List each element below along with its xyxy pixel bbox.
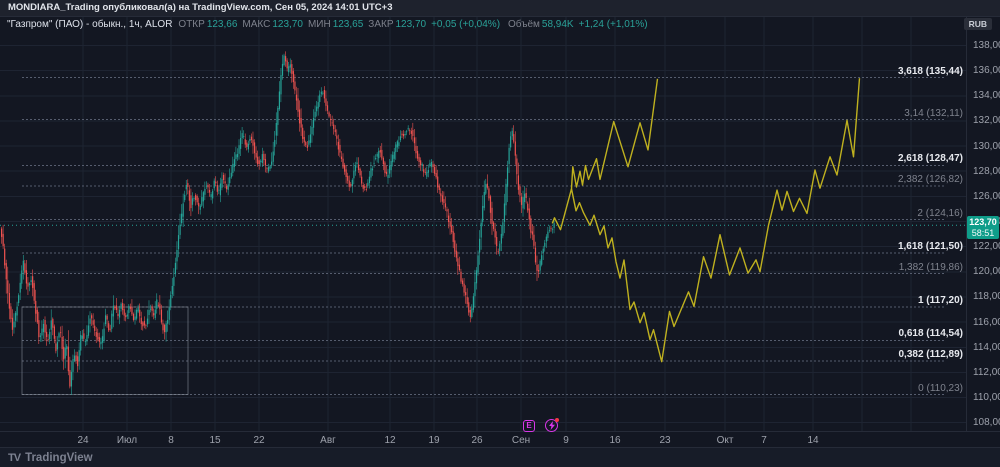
currency-toggle-button[interactable]: RUB	[963, 18, 992, 30]
price-tick-label: 134,00	[973, 90, 1000, 102]
time-tick-label: Окт	[716, 435, 734, 446]
open-value: 123,66	[206, 19, 238, 30]
publication-bar: MONDIARA_Trading опубликовал(а) на Tradi…	[0, 0, 1000, 17]
open-label: ОТКР	[178, 19, 205, 30]
volume-value: 58,94K	[541, 19, 574, 30]
notification-dot	[555, 418, 559, 422]
price-tick-label: 130,00	[973, 140, 1000, 152]
tradingview-logo-text[interactable]: TradingView	[25, 451, 93, 464]
flash-event-icon[interactable]	[545, 418, 559, 432]
fib-level-label: 0,382 (112,89)	[898, 349, 964, 361]
high-value: 123,70	[272, 19, 303, 30]
fib-level-label: 1,618 (121,50)	[897, 240, 963, 252]
price-tick-label: 132,00	[973, 115, 1000, 127]
fib-level-label: 1 (117,20)	[917, 295, 963, 307]
time-tick-label: Авг	[320, 435, 336, 446]
fib-level-label: 3,14 (132,11)	[904, 107, 963, 119]
publication-text: MONDIARA_Trading опубликовал(а) на Tradi…	[8, 2, 393, 13]
fib-level-label: 0,618 (114,54)	[898, 328, 964, 340]
symbol-title[interactable]: "Газпром" (ПАО) - обыкн., 1ч, ALOR	[7, 19, 173, 30]
price-axis-border	[966, 16, 967, 431]
time-tick-label: 12	[384, 435, 396, 446]
low-value: 123,65	[332, 19, 364, 30]
time-tick-label: 26	[471, 435, 483, 446]
last-price-badge: 123,70 58:51	[967, 216, 999, 239]
bar-countdown: 58:51	[971, 228, 995, 238]
price-tick-label: 110,00	[973, 392, 1000, 404]
price-tick-label: 114,00	[973, 341, 1000, 353]
time-tick-label: 16	[609, 435, 621, 446]
time-tick-label: Июл	[116, 435, 138, 446]
fib-level-label: 2,618 (128,47)	[897, 153, 963, 165]
volume-label: Объём	[508, 19, 540, 30]
earnings-letter: E	[526, 421, 532, 430]
time-axis-border	[0, 431, 1000, 432]
symbol-legend[interactable]: "Газпром" (ПАО) - обыкн., 1ч, ALOR ОТКР 12…	[7, 19, 656, 30]
high-label: МАКС	[242, 19, 271, 30]
fib-level-label: 2,382 (126,82)	[897, 174, 963, 186]
price-tick-label: 116,00	[973, 316, 1000, 328]
fib-level-label: 2 (124,16)	[917, 207, 963, 219]
attribution-bar: TV TradingView	[0, 447, 1000, 467]
projection-path	[570, 78, 861, 363]
price-tick-label: 126,00	[973, 190, 1000, 202]
time-tick-label: 22	[253, 435, 265, 446]
price-tick-label: 118,00	[973, 291, 1000, 303]
fib-level-label: 3,618 (135,44)	[897, 65, 963, 77]
time-tick-label: 23	[659, 435, 671, 446]
time-tick-label: 7	[761, 435, 767, 446]
price-tick-label: 108,00	[973, 417, 1000, 429]
projection-path	[551, 78, 659, 231]
fib-level-label: 1,382 (119,86)	[898, 261, 963, 273]
tradingview-logo-icon[interactable]: TV	[8, 451, 21, 464]
lightning-icon	[548, 421, 555, 430]
earnings-event-icon[interactable]: E	[523, 420, 535, 432]
close-value: 123,70	[395, 19, 427, 30]
time-tick-label: 19	[428, 435, 440, 446]
time-tick-label: 8	[168, 435, 174, 446]
price-tick-label: 112,00	[973, 366, 1000, 378]
fib-level-label: 0 (110,23)	[918, 382, 963, 394]
low-label: МИН	[307, 19, 331, 30]
time-tick-label: Сен	[511, 435, 531, 446]
time-tick-label: 9	[563, 435, 569, 446]
price-tick-label: 122,00	[973, 241, 1000, 253]
price-tick-label: 136,00	[973, 65, 1000, 77]
price-tick-label: 128,00	[973, 165, 1000, 177]
chart-canvas[interactable]	[0, 16, 966, 431]
volume-change: +1,24 (+1,01%)	[578, 19, 648, 30]
change-value: +0,05 (+0,04%)	[431, 19, 501, 30]
time-tick-label: 15	[209, 435, 221, 446]
last-price-value: 123,70	[969, 217, 997, 227]
time-tick-label: 14	[807, 435, 819, 446]
price-tick-label: 138,00	[973, 40, 1000, 51]
time-tick-label: 24	[77, 435, 89, 446]
close-label: ЗАКР	[368, 19, 394, 30]
price-tick-label: 120,00	[973, 266, 1000, 278]
